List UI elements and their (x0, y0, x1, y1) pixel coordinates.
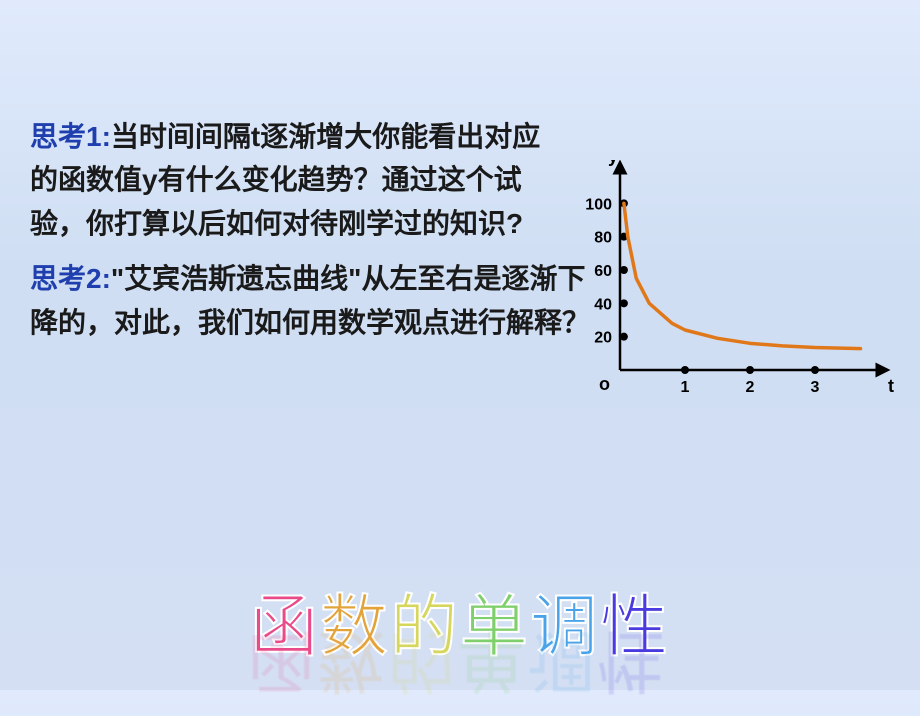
title-char-reflection: 的 (387, 617, 457, 716)
x-tick-label: 3 (811, 379, 820, 396)
title-char-reflection: 函 (247, 617, 317, 716)
x-axis-label: t (888, 376, 894, 396)
y-point (620, 266, 628, 274)
x-tick-label: 2 (746, 379, 755, 396)
title-char: 单单 (460, 571, 530, 670)
y-tick-label: 20 (594, 330, 612, 347)
y-tick-label: 60 (594, 263, 612, 280)
title-char: 函函 (250, 571, 320, 670)
heading-2: 思考2: (30, 263, 111, 294)
title-char: 的的 (390, 571, 460, 670)
title-char-reflection: 单 (457, 617, 527, 716)
curve (624, 203, 861, 348)
title-char: 性性 (600, 571, 670, 670)
y-point (620, 333, 628, 341)
x-point (811, 366, 819, 374)
title-art: 函函数数的的单单调调性性 (250, 571, 670, 670)
y-tick-label: 40 (594, 296, 612, 313)
x-point (681, 366, 689, 374)
origin-label: o (599, 374, 610, 394)
paragraph-2: 思考2:"艾宾浩斯遗忘曲线"从左至右是逐渐下降的，对此，我们如何用数学观点进行解… (30, 257, 590, 344)
title-char: 调调 (530, 571, 600, 670)
heading-1: 思考1: (30, 121, 111, 152)
title-char-reflection: 数 (317, 617, 387, 716)
title-char-reflection: 性 (597, 617, 667, 716)
x-tick-label: 1 (681, 379, 690, 396)
title-char-reflection: 调 (527, 617, 597, 716)
forgetting-curve-chart: 20 40 60 80 100 1 2 3 o y t (560, 160, 900, 420)
y-axis-label: y (608, 160, 618, 166)
text-2: "艾宾浩斯遗忘曲线"从左至右是逐渐下降的，对此，我们如何用数学观点进行解释？ (30, 263, 590, 337)
y-point (620, 299, 628, 307)
y-tick-label: 100 (585, 196, 612, 213)
x-point (746, 366, 754, 374)
paragraph-1: 思考1:当时间间隔t逐渐增大你能看出对应的函数值y有什么变化趋势？通过这个试验，… (30, 115, 550, 245)
y-tick-label: 80 (594, 230, 612, 247)
title-char: 数数 (320, 571, 390, 670)
